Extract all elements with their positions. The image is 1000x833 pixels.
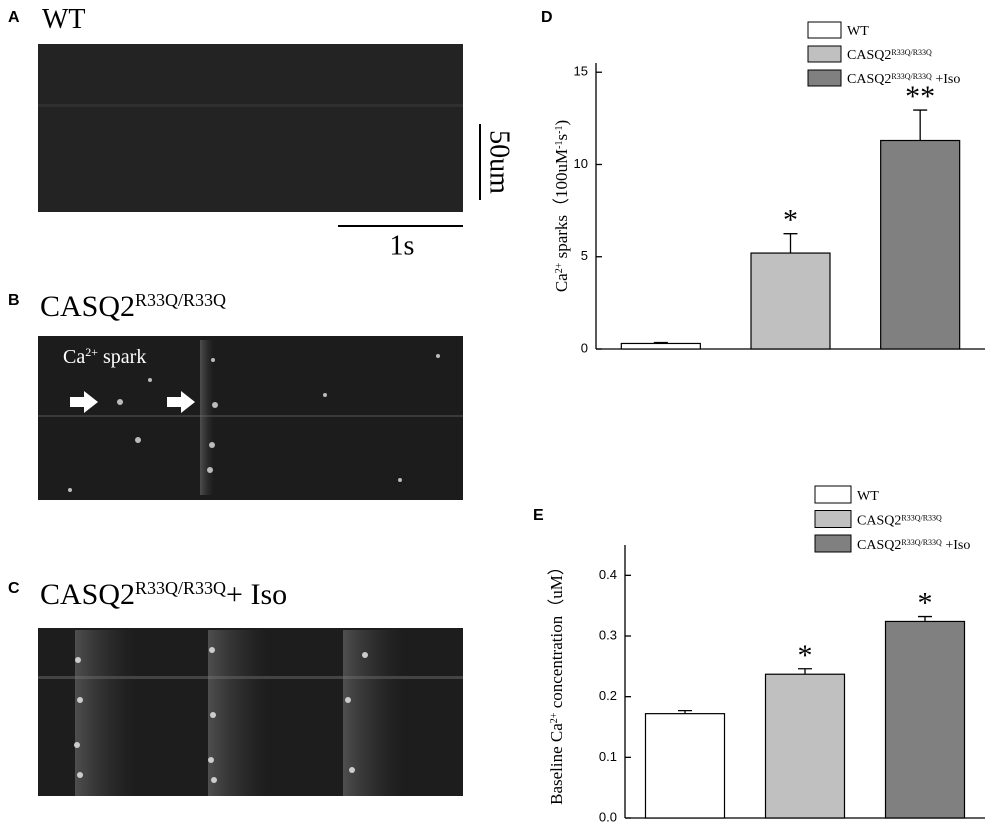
legend-label: CASQ2R33Q/R33Q — [847, 48, 932, 64]
significance: * — [783, 204, 798, 237]
y-tick-label: 10 — [574, 156, 588, 171]
error-bar — [678, 709, 692, 714]
image-band — [200, 340, 214, 495]
superscript: R33Q/R33Q — [135, 578, 226, 598]
image-stripe — [38, 104, 463, 107]
significance: * — [918, 587, 933, 620]
text-part: Baseline Ca — [547, 723, 566, 805]
text-part: + Iso — [226, 578, 287, 611]
legend-label: CASQ2R33Q/R33Q +Iso — [847, 72, 960, 88]
panel-letter: C — [8, 580, 20, 597]
image-stripe — [38, 415, 463, 417]
spark-spots — [68, 354, 440, 492]
y-tick-label: 0.2 — [599, 688, 617, 703]
text-part: WT — [42, 4, 86, 35]
superscript: -1 — [554, 126, 565, 134]
linescan-image — [38, 44, 463, 212]
superscript: R33Q/R33Q — [891, 72, 932, 81]
bar — [880, 139, 961, 350]
error-bar — [918, 615, 932, 622]
significance: * — [798, 639, 813, 672]
legend-swatch — [814, 510, 852, 528]
text-part: spark — [98, 346, 146, 368]
spark-spots — [74, 647, 368, 783]
text-part: CASQ2 — [40, 290, 135, 323]
y-tick-label: 0.4 — [599, 567, 617, 582]
superscript: 2+ — [549, 712, 560, 723]
superscript: 2+ — [85, 345, 98, 359]
image-band — [75, 630, 135, 796]
superscript: R33Q/R33Q — [901, 513, 942, 522]
y-tick-label: 15 — [574, 64, 588, 79]
image-band — [208, 630, 268, 796]
text-part: CASQ2 — [847, 72, 891, 87]
legend-label: WT — [847, 24, 869, 39]
text-part: ) — [552, 120, 571, 126]
significance: ** — [905, 80, 935, 113]
legend-swatch — [807, 45, 842, 63]
legend-label: CASQ2R33Q/R33Q +Iso — [857, 538, 970, 554]
legend-label: CASQ2R33Q/R33Q — [857, 513, 942, 529]
bar — [644, 713, 726, 819]
panel-title: WT — [42, 4, 86, 35]
panel-title: CASQ2R33Q/R33Q+ Iso — [40, 578, 287, 611]
arrow — [70, 391, 98, 413]
text-part: sparks（100uM — [552, 149, 571, 263]
legend-swatch — [814, 485, 852, 504]
bar — [620, 342, 701, 350]
arrow — [167, 391, 195, 413]
panel-letter: D — [541, 9, 553, 26]
error-bar — [653, 341, 668, 344]
text-part: CASQ2 — [857, 514, 901, 529]
y-tick-label: 0.0 — [599, 809, 617, 824]
scale-label: 50um — [484, 130, 515, 194]
superscript: -1 — [554, 140, 565, 148]
text-part: concentration（uM） — [547, 558, 566, 712]
linescan-image — [38, 336, 463, 500]
text-part: s — [552, 134, 571, 141]
panel-letter: A — [8, 9, 20, 26]
superscript: R33Q/R33Q — [135, 290, 226, 310]
text-part: CASQ2 — [40, 578, 135, 611]
legend-label: WT — [857, 489, 879, 504]
text-part: Ca — [63, 346, 85, 368]
panel-title: CASQ2R33Q/R33Q — [40, 290, 226, 323]
error-bar — [798, 668, 812, 675]
bar — [884, 620, 966, 819]
legend-swatch — [814, 534, 852, 553]
y-tick-label: 0.3 — [599, 627, 617, 642]
y-tick-label: 5 — [581, 248, 588, 263]
text-part: +Iso — [932, 72, 961, 87]
text-part: +Iso — [942, 538, 971, 553]
superscript: R33Q/R33Q — [891, 48, 932, 57]
bar — [750, 252, 831, 350]
legend-swatch — [807, 21, 842, 39]
scale-label: 1s — [390, 230, 415, 261]
panel-letter: E — [533, 507, 544, 524]
superscript: 2+ — [554, 262, 565, 273]
y-tick-label: 0.1 — [599, 749, 617, 764]
superscript: R33Q/R33Q — [901, 538, 942, 547]
text-part: WT — [857, 489, 879, 504]
error-bar — [783, 233, 798, 254]
y-axis-label: Ca2+ sparks（100uM-1s-1) — [552, 120, 571, 292]
bar — [764, 673, 846, 819]
y-axis-label: Baseline Ca2+ concentration（uM） — [547, 558, 566, 805]
text-part: CASQ2 — [847, 48, 891, 63]
legend-swatch — [807, 69, 842, 87]
text-part: WT — [847, 24, 869, 39]
text-part: CASQ2 — [857, 538, 901, 553]
error-bar — [913, 109, 928, 141]
text-part: Ca — [552, 273, 571, 292]
y-tick-label: 0 — [581, 340, 588, 355]
panel-letter: B — [8, 292, 20, 309]
annotation: Ca2+ spark — [63, 345, 146, 368]
